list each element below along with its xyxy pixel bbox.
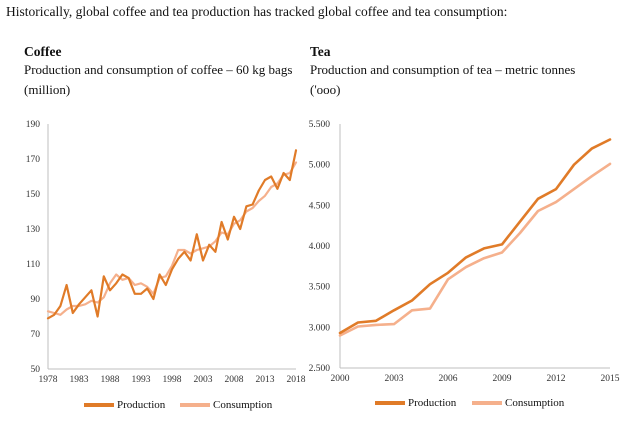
legend-label: Production: [117, 399, 166, 411]
tea-y-tick-label: 3.500: [309, 283, 331, 293]
coffee-y-tick-label: 70: [31, 330, 41, 340]
coffee-y-tick-label: 170: [26, 155, 41, 165]
coffee-x-tick-label: 2008: [225, 375, 244, 385]
coffee-x-tick-label: 1998: [163, 375, 182, 385]
tea-y-tick-label: 4.000: [309, 242, 331, 252]
tea-subtitle-line2: ('ooo): [310, 82, 341, 97]
coffee-x-tick-label: 2013: [256, 375, 275, 385]
consumption-legend-swatch: [180, 403, 210, 407]
coffee-subtitle-line1: Production and consumption of coffee – 6…: [24, 62, 293, 77]
tea-x-tick-label: 2000: [331, 374, 350, 384]
coffee-production-line: [46, 149, 298, 320]
consumption-legend-swatch: [472, 401, 502, 405]
coffee-legend-consumption: Consumption: [180, 399, 272, 411]
tea-legend-consumption: Consumption: [472, 397, 564, 409]
legend-label: Consumption: [505, 397, 565, 409]
legend-label: Consumption: [213, 399, 273, 411]
tea-y-tick-label: 5.000: [309, 161, 331, 171]
tea-x-tick-label: 2003: [385, 374, 404, 384]
coffee-y-tick-label: 190: [26, 120, 41, 130]
tea-y-tick-label: 2.500: [309, 364, 331, 374]
coffee-consumption-line: [46, 161, 298, 316]
coffee-title: Coffee: [24, 44, 62, 59]
production-legend-swatch: [375, 401, 405, 405]
coffee-y-tick-label: 130: [26, 225, 41, 235]
tea-legend-production: Production: [375, 397, 456, 409]
coffee-x-tick-label: 1988: [101, 375, 120, 385]
tea-production-line: [338, 138, 612, 335]
coffee-x-tick-label: 1978: [39, 375, 58, 385]
coffee-x-tick-label: 2003: [194, 375, 213, 385]
tea-title: Tea: [310, 44, 331, 59]
tea-x-tick-label: 2006: [439, 374, 458, 384]
coffee-y-tick-label: 50: [31, 365, 41, 375]
tea-x-tick-label: 2015: [601, 374, 620, 384]
tea-subtitle-line1: Production and consumption of tea – metr…: [310, 62, 576, 77]
tea-y-tick-label: 5.500: [309, 120, 331, 130]
tea-x-tick-label: 2009: [493, 374, 512, 384]
coffee-y-tick-label: 90: [31, 295, 41, 305]
coffee-x-tick-label: 1983: [70, 375, 89, 385]
tea-y-tick-label: 3.000: [309, 323, 331, 333]
coffee-x-tick-label: 1993: [132, 375, 151, 385]
coffee-legend-production: Production: [84, 399, 165, 411]
tea-x-tick-label: 2012: [547, 374, 566, 384]
coffee-subtitle-line2: (million): [24, 82, 71, 97]
intro-text: Historically, global coffee and tea prod…: [6, 4, 508, 19]
tea-consumption-line: [338, 162, 612, 337]
coffee-y-tick-label: 150: [26, 190, 41, 200]
coffee-x-tick-label: 2018: [287, 375, 306, 385]
production-legend-swatch: [84, 403, 114, 407]
tea-y-tick-label: 4.500: [309, 201, 331, 211]
coffee-y-tick-label: 110: [26, 260, 40, 270]
legend-label: Production: [408, 397, 457, 409]
